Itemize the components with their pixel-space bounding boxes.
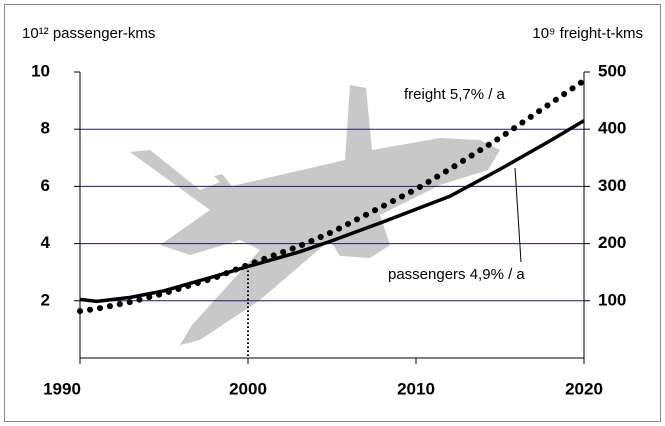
series-line [79, 119, 585, 304]
y-tick-label: 8 [41, 119, 50, 138]
y-tick-label: 4 [41, 233, 51, 252]
y2-tick-label: 400 [598, 119, 626, 138]
x-tick-label: 2000 [229, 379, 267, 398]
y-tick-label: 10 [31, 61, 50, 80]
y2-tick-label: 300 [598, 176, 626, 195]
series-annotation: passengers 4,9% / a [388, 266, 525, 283]
series-annotation: freight 5,7% / a [404, 86, 506, 103]
x-tick-label: 2010 [397, 379, 435, 398]
y2-axis-label: 10⁹ freight-t-kms [532, 25, 643, 42]
plot: 2 4 6 8 10 100 200 300 400 500 1990 2000 2010 2020 [31, 61, 626, 398]
annotation-pointer [514, 167, 522, 263]
y2-tick-label: 500 [598, 61, 626, 80]
y-tick-label: 6 [41, 176, 50, 195]
y2-tick-label: 100 [598, 290, 626, 309]
y2-tick-label: 200 [598, 233, 626, 252]
y-axis-label: 10¹² passenger-kms [22, 25, 155, 42]
y-tick-label: 2 [41, 290, 50, 309]
x-tick-label: 2020 [565, 379, 603, 398]
airplane-silhouette [130, 85, 500, 345]
x-tick-label: 1990 [43, 379, 81, 398]
